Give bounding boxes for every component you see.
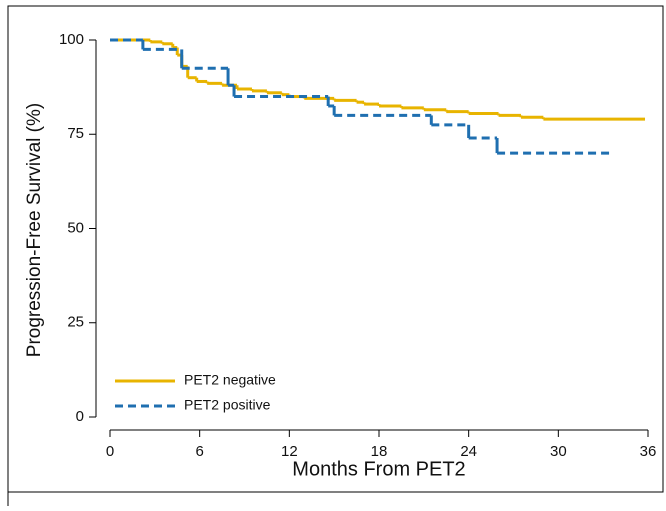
x-tick-label: 24 [460,443,477,460]
y-axis-label: Progression-Free Survival (%) [24,103,45,357]
x-tick-label: 12 [281,443,298,460]
x-tick-label: 0 [106,443,114,460]
x-tick-label: 6 [195,443,203,460]
y-tick-label: 50 [67,219,84,236]
y-tick-label: 25 [67,314,84,331]
x-tick-label: 18 [371,443,388,460]
y-tick-label: 0 [76,408,84,425]
x-axis-label: Months From PET2 [292,458,465,480]
x-tick-label: 30 [550,443,567,460]
y-tick-label: 75 [67,125,84,142]
legend-label: PET2 positive [184,397,271,413]
y-tick-label: 100 [59,31,84,48]
frame [7,5,664,493]
legend-label: PET2 negative [184,372,276,388]
x-tick-label: 36 [640,443,657,460]
